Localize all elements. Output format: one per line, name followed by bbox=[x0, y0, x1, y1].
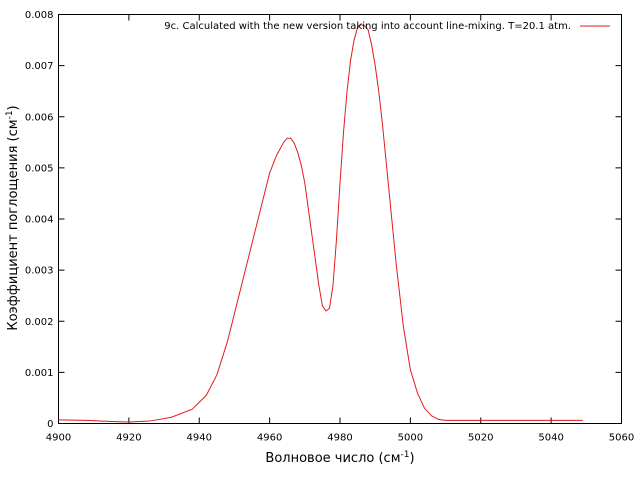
legend: 9c. Calculated with the new version taki… bbox=[164, 21, 610, 32]
plot-frame bbox=[58, 14, 622, 424]
x-axis-title-sup: -1 bbox=[401, 450, 410, 460]
x-tick-label-4: 4980 bbox=[327, 433, 352, 444]
y-tick-label-2: 0.002 bbox=[25, 317, 54, 328]
y-axis-title-tail: ) bbox=[6, 105, 21, 110]
x-tick-label-2: 4940 bbox=[187, 433, 212, 444]
legend-label: 9c. Calculated with the new version taki… bbox=[164, 21, 571, 32]
x-tick-label-3: 4960 bbox=[257, 433, 282, 444]
series-layer bbox=[58, 24, 583, 423]
y-tick-label-3: 0.003 bbox=[25, 266, 54, 277]
y-tick-label-7: 0.007 bbox=[25, 61, 54, 72]
x-tick-label-7: 5040 bbox=[538, 433, 563, 444]
series-line-0 bbox=[58, 24, 583, 423]
y-tick-label-6: 0.006 bbox=[25, 112, 54, 123]
x-tick-label-0: 4900 bbox=[46, 433, 71, 444]
y-axis-title-sup: -1 bbox=[5, 110, 15, 119]
y-tick-label-4: 0.004 bbox=[25, 215, 54, 226]
x-tick-label-1: 4920 bbox=[116, 433, 141, 444]
y-tick-label-8: 0.008 bbox=[25, 10, 54, 21]
tick-labels: 4900 4920 4940 4960 4980 5000 5020 5040 5060 0 0.0… bbox=[25, 10, 634, 444]
x-axis-title-tail: ) bbox=[409, 451, 414, 466]
y-axis-title-main: Коэффициент поглощения (см bbox=[6, 119, 21, 330]
x-axis-title: Волновое число (см-1) bbox=[265, 450, 414, 466]
x-axis-title-main: Волновое число (см bbox=[265, 451, 400, 466]
x-tick-label-8: 5060 bbox=[609, 433, 634, 444]
y-tick-label-0: 0 bbox=[47, 419, 53, 430]
y-tick-label-1: 0.001 bbox=[25, 368, 54, 379]
x-tick-label-5: 5000 bbox=[398, 433, 423, 444]
y-axis-title: Коэффициент поглощения (см-1) bbox=[5, 105, 21, 330]
y-tick-label-5: 0.005 bbox=[25, 163, 54, 174]
x-tick-label-6: 5020 bbox=[468, 433, 493, 444]
tick-marks bbox=[58, 14, 622, 424]
